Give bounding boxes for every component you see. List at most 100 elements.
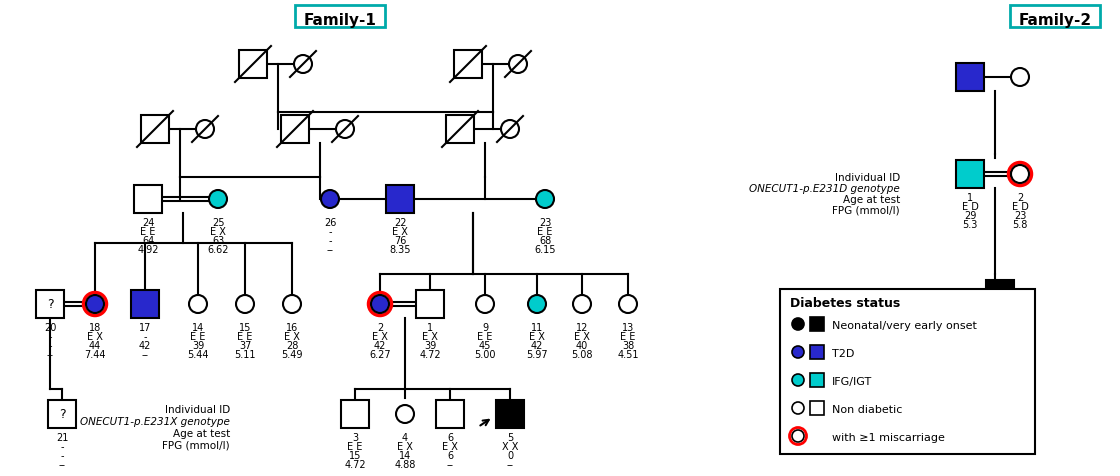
Text: E D: E D: [1011, 201, 1028, 211]
Circle shape: [1011, 69, 1029, 87]
Text: 42: 42: [374, 340, 386, 350]
Bar: [810, 317, 824, 331]
FancyBboxPatch shape: [295, 6, 385, 28]
Text: E E: E E: [347, 441, 363, 451]
Text: 37: 37: [239, 340, 251, 350]
Text: --: --: [327, 245, 334, 255]
Text: 3: 3: [997, 312, 1004, 322]
Text: E E: E E: [140, 227, 156, 237]
Text: 3: 3: [352, 432, 358, 442]
Bar: [36, 290, 64, 318]
Circle shape: [86, 296, 104, 313]
Text: 15: 15: [239, 322, 251, 332]
Text: 24: 24: [142, 218, 155, 228]
Bar: [386, 186, 414, 214]
Text: 6.15: 6.15: [534, 245, 556, 255]
Text: 42: 42: [531, 340, 543, 350]
Text: 39: 39: [423, 340, 436, 350]
Text: --: --: [47, 349, 54, 359]
Text: Non diabetic: Non diabetic: [832, 404, 903, 414]
Circle shape: [336, 121, 354, 139]
Text: 63: 63: [212, 236, 224, 246]
Text: 1: 1: [967, 193, 973, 203]
Text: E E: E E: [477, 331, 493, 341]
Text: 20: 20: [44, 322, 56, 332]
Text: 28: 28: [286, 340, 298, 350]
Circle shape: [573, 296, 591, 313]
Circle shape: [209, 190, 227, 208]
Text: 4.92: 4.92: [138, 245, 159, 255]
Text: ?: ?: [58, 407, 65, 421]
Text: -: -: [60, 450, 64, 460]
Text: 2: 2: [1017, 193, 1024, 203]
Text: E E: E E: [538, 227, 552, 237]
Text: 76: 76: [394, 236, 407, 246]
Text: Age at test: Age at test: [172, 428, 230, 438]
Text: 4.88: 4.88: [394, 459, 416, 469]
Text: 42: 42: [139, 340, 151, 350]
Text: Individual ID: Individual ID: [165, 404, 230, 414]
Text: 12: 12: [576, 322, 588, 332]
Bar: [48, 400, 76, 428]
Circle shape: [236, 296, 254, 313]
Circle shape: [476, 296, 494, 313]
Bar: [416, 290, 444, 318]
Text: 4.51: 4.51: [617, 349, 638, 359]
Text: 5.08: 5.08: [571, 349, 592, 359]
Text: E E: E E: [190, 331, 206, 341]
Bar: [496, 400, 524, 428]
Text: 11: 11: [531, 322, 543, 332]
Text: E X: E X: [442, 441, 458, 451]
Bar: [810, 401, 824, 415]
Text: ONECUT1-p.E231D genotype: ONECUT1-p.E231D genotype: [749, 184, 900, 194]
Text: E X: E X: [392, 227, 408, 237]
Text: FPG (mmol/l): FPG (mmol/l): [832, 206, 900, 216]
Circle shape: [1011, 166, 1029, 184]
Text: IFG/IGT: IFG/IGT: [832, 376, 872, 386]
Bar: [956, 161, 984, 188]
Text: 23: 23: [539, 218, 551, 228]
Text: 45: 45: [479, 340, 492, 350]
Circle shape: [792, 430, 804, 442]
Text: 9: 9: [482, 322, 488, 332]
Text: 16: 16: [286, 322, 298, 332]
FancyBboxPatch shape: [1010, 6, 1100, 28]
Circle shape: [196, 121, 214, 139]
Bar: [281, 116, 309, 144]
Circle shape: [792, 374, 804, 386]
Text: 68: 68: [539, 236, 551, 246]
Text: 13: 13: [622, 322, 634, 332]
Text: 25: 25: [212, 218, 224, 228]
Text: 38: 38: [622, 340, 634, 350]
Text: 64: 64: [142, 236, 155, 246]
Text: --: --: [506, 459, 513, 469]
Text: Neonatal/very early onset: Neonatal/very early onset: [832, 320, 977, 330]
Text: D D: D D: [991, 321, 1009, 331]
Text: 5.97: 5.97: [526, 349, 548, 359]
Text: Family-1: Family-1: [304, 12, 376, 28]
Circle shape: [792, 318, 804, 330]
Text: -: -: [328, 236, 332, 246]
Text: with ≥1 miscarriage: with ≥1 miscarriage: [832, 432, 945, 442]
Text: 5.8: 5.8: [1012, 219, 1028, 229]
Text: Individual ID: Individual ID: [834, 173, 900, 183]
Text: 6: 6: [447, 450, 454, 460]
Text: --: --: [141, 349, 149, 359]
Text: -: -: [60, 441, 64, 451]
Circle shape: [283, 296, 301, 313]
Text: -: -: [328, 227, 332, 237]
Text: 4.72: 4.72: [344, 459, 366, 469]
Text: 2: 2: [376, 322, 383, 332]
Circle shape: [792, 346, 804, 358]
Text: 6.27: 6.27: [370, 349, 391, 359]
Circle shape: [508, 56, 528, 74]
Bar: [134, 186, 162, 214]
Circle shape: [321, 190, 339, 208]
Text: ONECUT1-p.E231X genotype: ONECUT1-p.E231X genotype: [81, 416, 230, 426]
Bar: [131, 290, 159, 318]
Text: 6.62: 6.62: [207, 245, 228, 255]
Text: 5.44: 5.44: [187, 349, 208, 359]
Text: 8.35: 8.35: [390, 245, 411, 255]
Circle shape: [536, 190, 554, 208]
Bar: [436, 400, 464, 428]
